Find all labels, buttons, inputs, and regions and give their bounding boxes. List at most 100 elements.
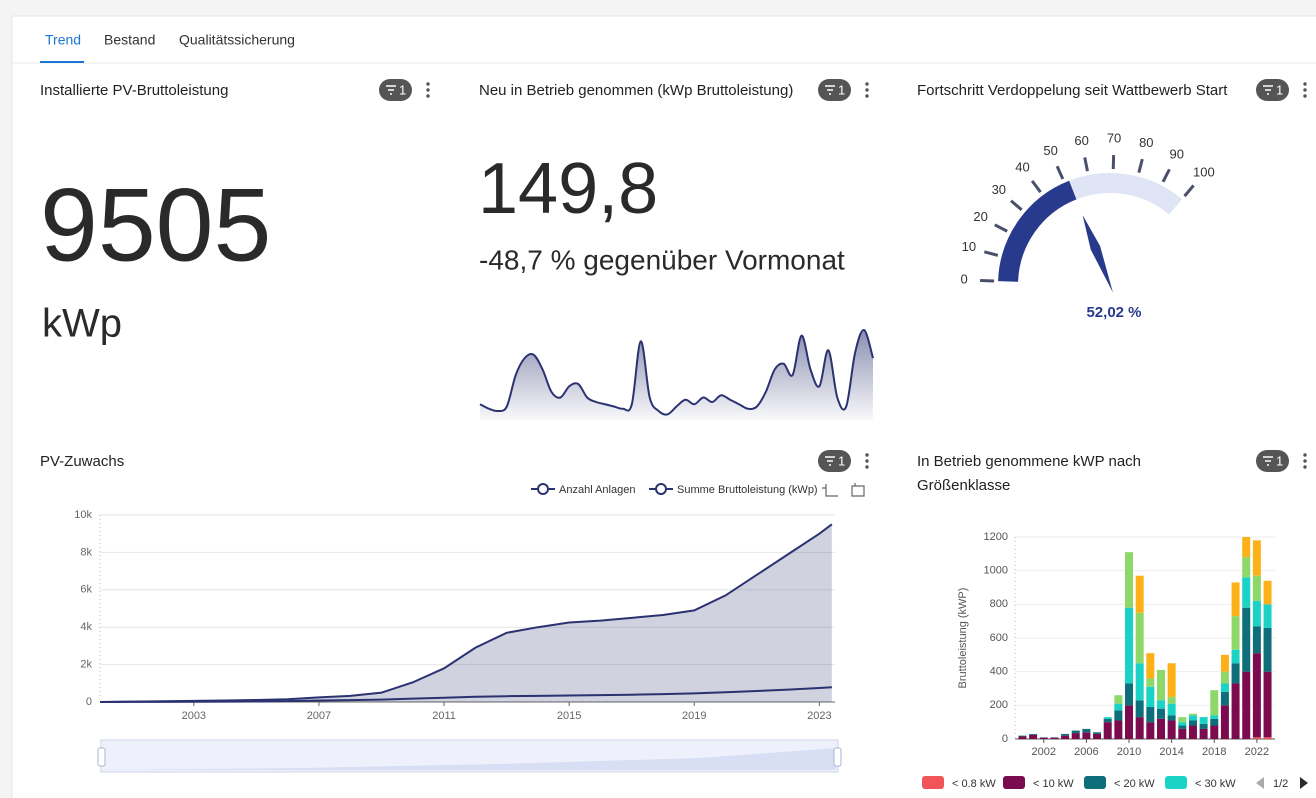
gauge-tick-label: 10: [962, 239, 976, 254]
legend-swatch[interactable]: [1165, 776, 1187, 789]
tab[interactable]: Bestand: [104, 32, 155, 48]
x-tick-label: 2007: [307, 710, 331, 722]
y-tick-label: 10k: [74, 509, 92, 521]
legend-swatch[interactable]: [922, 776, 944, 789]
series-area: [100, 524, 832, 702]
card-title: PV-Zuwachs: [40, 453, 125, 470]
data-zoom[interactable]: [97, 739, 842, 773]
menu-dot[interactable]: [865, 88, 869, 92]
bar-segment: [1178, 722, 1187, 726]
bar-segment: [1029, 733, 1038, 735]
gauge-tick-label: 90: [1170, 147, 1184, 162]
x-tick-label: 2022: [1245, 746, 1269, 758]
filter-badge[interactable]: [818, 79, 851, 101]
legend-next[interactable]: [1300, 777, 1308, 789]
tab[interactable]: Qualitätssicherung: [179, 32, 295, 48]
legend-swatch[interactable]: [1003, 776, 1025, 789]
bar-segment: [1156, 708, 1165, 719]
bar-segment: [1220, 671, 1229, 684]
bar-segment: [1231, 649, 1240, 664]
bar-segment: [1146, 678, 1155, 687]
gauge-tick-label: 70: [1107, 130, 1121, 145]
bar-segment: [1263, 671, 1272, 738]
series-line: [99, 686, 832, 703]
bar-segment: [1050, 737, 1059, 739]
gauge-tick: [983, 250, 999, 257]
bar-segment: [1252, 540, 1261, 576]
menu-dot[interactable]: [865, 465, 869, 469]
bar-segment: [1061, 735, 1070, 739]
bar-segment: [1156, 669, 1165, 701]
bar-segment: [1220, 691, 1229, 706]
y-tick-label: 600: [990, 632, 1008, 644]
legend-label[interactable]: Summe Bruttoleistung (kWp): [677, 484, 818, 496]
menu-dot[interactable]: [1303, 88, 1307, 92]
filter-count: 1: [838, 82, 845, 97]
menu-dot[interactable]: [1303, 453, 1307, 457]
legend-label[interactable]: < 10 kW: [1033, 778, 1074, 790]
menu-dot[interactable]: [1303, 465, 1307, 469]
bar-segment: [1220, 705, 1229, 739]
menu-dot[interactable]: [426, 94, 430, 98]
menu-dot[interactable]: [865, 94, 869, 98]
bar-segment: [1167, 703, 1176, 716]
menu-dot[interactable]: [1303, 459, 1307, 463]
y-tick-label: 6k: [80, 584, 92, 596]
bar-segment: [1252, 653, 1261, 738]
card-title: In Betrieb genommene kWP nach Größenklas…: [917, 453, 1142, 494]
bar-segment: [1178, 728, 1187, 739]
bar-segment: [1263, 604, 1272, 628]
bar-segment: [1167, 663, 1176, 697]
bar-segment: [1071, 733, 1080, 739]
bar-segment: [1252, 737, 1261, 739]
menu-dot[interactable]: [865, 459, 869, 463]
card-title: Neu in Betrieb genommen (kWp Bruttoleist…: [479, 82, 794, 99]
y-tick-label: 2k: [80, 659, 92, 671]
filter-icon: [1263, 456, 1273, 466]
bar-segment: [1199, 728, 1208, 739]
y-tick-label: 1200: [984, 531, 1008, 543]
legend-label[interactable]: < 30 kW: [1195, 778, 1236, 790]
gauge-tick: [994, 223, 1008, 233]
menu-dot[interactable]: [426, 82, 430, 86]
y-tick-label: 4k: [80, 621, 92, 633]
filter-badge[interactable]: [379, 79, 412, 101]
bar-segment: [1263, 627, 1272, 672]
bar-segment: [1252, 575, 1261, 601]
x-tick-label: 2014: [1159, 746, 1183, 758]
bar-segment: [1242, 607, 1251, 672]
bar-segment: [1135, 717, 1144, 739]
bar-segment: [1231, 582, 1240, 617]
x-tick-label: 2003: [182, 710, 206, 722]
tab[interactable]: Trend: [45, 32, 81, 48]
gauge-tick-label: 0: [960, 271, 967, 286]
bar-segment: [1114, 720, 1123, 739]
bar-segment: [1156, 718, 1165, 739]
menu-dot[interactable]: [1303, 94, 1307, 98]
bar-segment: [1125, 705, 1134, 739]
gauge-needle: [1082, 215, 1113, 293]
bar-segment: [1093, 732, 1102, 734]
bar-segment: [1082, 732, 1091, 739]
legend-label[interactable]: < 20 kW: [1114, 778, 1155, 790]
bar-segment: [1242, 537, 1251, 558]
legend-swatch[interactable]: [1084, 776, 1106, 789]
menu-dot[interactable]: [1303, 82, 1307, 86]
filter-badge[interactable]: [1256, 79, 1289, 101]
card-title: Fortschritt Verdoppelung seit Wattbewerb…: [917, 82, 1228, 99]
bar-segment: [1220, 683, 1229, 692]
legend-prev[interactable]: [1256, 777, 1264, 789]
toolbox[interactable]: [822, 483, 865, 497]
legend-label[interactable]: Anzahl Anlagen: [559, 484, 635, 496]
gauge-tick: [1010, 199, 1023, 211]
menu-dot[interactable]: [865, 453, 869, 457]
filter-badge[interactable]: [1256, 450, 1289, 472]
legend-label[interactable]: < 0.8 kW: [952, 778, 996, 790]
menu-dot[interactable]: [426, 88, 430, 92]
gauge-tick: [1161, 168, 1171, 183]
filter-badge[interactable]: [818, 450, 851, 472]
sparkline: [479, 329, 874, 416]
filter-count: 1: [1276, 453, 1283, 468]
menu-dot[interactable]: [865, 82, 869, 86]
gauge-tick-label: 30: [992, 182, 1006, 197]
